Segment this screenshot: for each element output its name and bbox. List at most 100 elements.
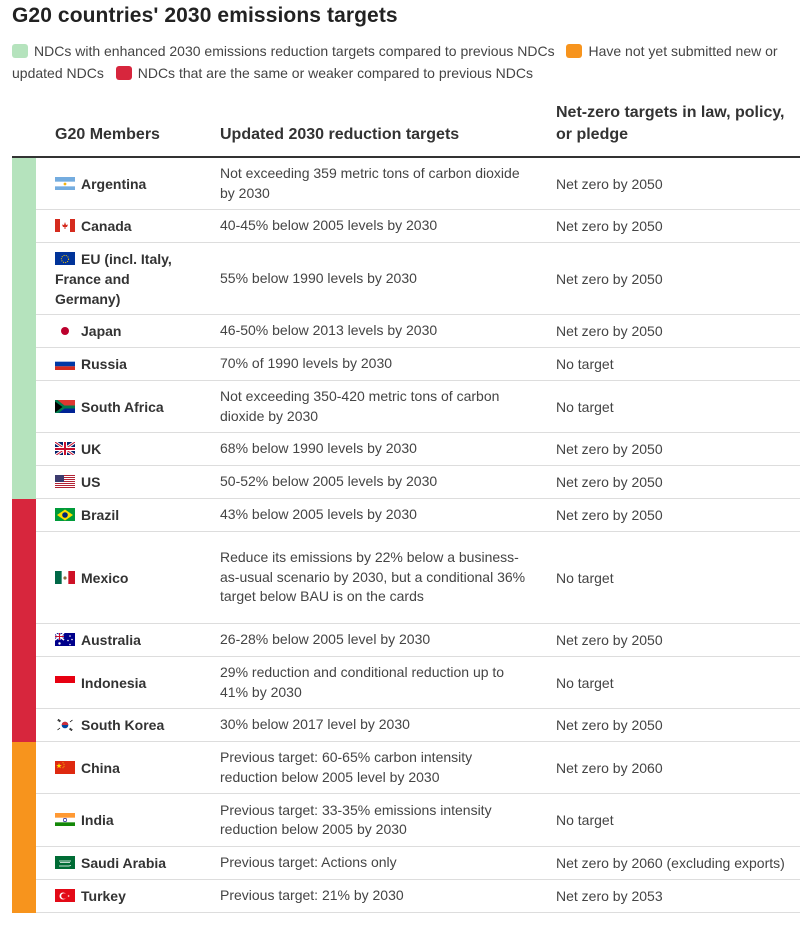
canada-flag-icon bbox=[55, 218, 75, 232]
netzero-text: No target bbox=[556, 356, 614, 372]
us-flag-icon bbox=[55, 474, 75, 488]
country-name: Russia bbox=[55, 354, 127, 374]
target-cell: Previous target: 33-35% emissions intens… bbox=[220, 794, 530, 846]
netzero-cell: No target bbox=[556, 532, 806, 623]
target-cell: Previous target: Actions only bbox=[220, 847, 530, 879]
netzero-cell: Net zero by 2050 bbox=[556, 709, 806, 741]
header-netzero: Net-zero targets in law, policy, or pled… bbox=[556, 104, 785, 143]
legend-swatch-not-submitted bbox=[566, 44, 583, 58]
target-text: Previous target: 60-65% carbon intensity… bbox=[220, 749, 473, 785]
netzero-text: Net zero by 2050 bbox=[556, 323, 663, 339]
netzero-text: Net zero by 2060 bbox=[556, 759, 663, 776]
country-cell: Indonesia bbox=[55, 657, 215, 708]
table-row: Turkey Previous target: 21% by 2030 Net ze… bbox=[12, 880, 800, 913]
country-cell: Russia bbox=[55, 348, 215, 380]
country-name: India bbox=[55, 810, 114, 830]
target-cell: 30% below 2017 level by 2030 bbox=[220, 709, 530, 741]
target-cell: 40-45% below 2005 levels by 2030 bbox=[220, 210, 530, 242]
status-bar-enhanced bbox=[12, 381, 36, 433]
legend-label: NDCs with enhanced 2030 emissions reduct… bbox=[34, 43, 555, 59]
country-label: South Africa bbox=[81, 398, 164, 415]
target-text: 46-50% below 2013 levels by 2030 bbox=[220, 322, 438, 339]
target-text: 55% below 1990 levels by 2030 bbox=[220, 269, 417, 286]
table-row: China Previous target: 60-65% carbon inte… bbox=[12, 742, 800, 794]
country-name: Canada bbox=[55, 216, 132, 236]
table-row: Japan 46-50% below 2013 levels by 2030 Net… bbox=[12, 315, 800, 348]
turkey-flag-icon bbox=[55, 888, 75, 902]
netzero-cell: Net zero by 2050 bbox=[556, 315, 806, 347]
target-cell: 43% below 2005 levels by 2030 bbox=[220, 499, 530, 531]
table-row: South Africa Not exceeding 350-420 metric… bbox=[12, 381, 800, 433]
country-name: Turkey bbox=[55, 886, 126, 906]
country-cell: Argentina bbox=[55, 158, 215, 209]
table-row: Canada 40-45% below 2005 levels by 2030 Ne… bbox=[12, 210, 800, 243]
table-header: G20 Members Updated 2030 reduction targe… bbox=[12, 96, 800, 158]
status-bar-not-submitted bbox=[12, 880, 36, 913]
table-row: UK 68% below 1990 levels by 2030 Net zero … bbox=[12, 433, 800, 466]
netzero-text: No target bbox=[556, 398, 614, 415]
country-label: Japan bbox=[81, 323, 122, 339]
australia-flag-icon bbox=[55, 632, 75, 646]
legend-item-weaker: NDCs that are the same or weaker compare… bbox=[115, 65, 533, 81]
target-text: Previous target: Actions only bbox=[220, 854, 397, 871]
brazil-flag-icon bbox=[55, 507, 75, 521]
table-row: South Korea 30% below 2017 level by 2030 N… bbox=[12, 709, 800, 742]
netzero-text: Net zero by 2050 bbox=[556, 632, 663, 648]
status-bar-weaker bbox=[12, 657, 36, 709]
netzero-text: Net zero by 2050 bbox=[556, 441, 663, 457]
netzero-cell: Net zero by 2050 bbox=[556, 243, 806, 314]
country-cell: Canada bbox=[55, 210, 215, 242]
country-name: Brazil bbox=[55, 505, 119, 525]
netzero-cell: Net zero by 2060 (excluding exports) bbox=[556, 847, 806, 879]
country-label: Russia bbox=[81, 356, 127, 372]
table-row: US 50-52% below 2005 levels by 2030 Net ze… bbox=[12, 466, 800, 499]
target-text: 50-52% below 2005 levels by 2030 bbox=[220, 473, 438, 490]
target-cell: Previous target: 60-65% carbon intensity… bbox=[220, 742, 530, 793]
country-name: Indonesia bbox=[55, 673, 146, 693]
table-row: Saudi Arabia Previous target: Actions onl… bbox=[12, 847, 800, 880]
netzero-cell: Net zero by 2050 bbox=[556, 158, 806, 209]
country-name: Australia bbox=[55, 630, 141, 650]
country-cell: South Korea bbox=[55, 709, 215, 741]
netzero-text: Net zero by 2050 bbox=[556, 507, 663, 523]
target-cell: 29% reduction and conditional reduction … bbox=[220, 657, 530, 708]
target-cell: 50-52% below 2005 levels by 2030 bbox=[220, 466, 530, 498]
header-targets: Updated 2030 reduction targets bbox=[220, 126, 460, 143]
status-bar-enhanced bbox=[12, 158, 36, 210]
target-text: Previous target: 21% by 2030 bbox=[220, 887, 404, 904]
target-cell: 26-28% below 2005 level by 2030 bbox=[220, 624, 530, 656]
target-cell: Previous target: 21% by 2030 bbox=[220, 880, 530, 912]
country-label: US bbox=[81, 474, 101, 490]
argentina-flag-icon bbox=[55, 176, 75, 190]
country-cell: UK bbox=[55, 433, 215, 465]
country-cell: China bbox=[55, 742, 215, 793]
country-cell: Australia bbox=[55, 624, 215, 656]
netzero-cell: No target bbox=[556, 657, 806, 708]
table-row: Mexico Reduce its emissions by 22% below … bbox=[12, 532, 800, 624]
country-cell: US bbox=[55, 466, 215, 498]
target-cell: 46-50% below 2013 levels by 2030 bbox=[220, 315, 530, 347]
country-label: EU (incl. Italy, France and Germany) bbox=[55, 250, 172, 307]
target-cell: Reduce its emissions by 22% below a busi… bbox=[220, 532, 530, 623]
netzero-text: Net zero by 2050 bbox=[556, 175, 663, 192]
netzero-text: Net zero by 2060 (excluding exports) bbox=[556, 855, 785, 871]
country-cell: Mexico bbox=[55, 532, 215, 623]
country-label: Argentina bbox=[81, 175, 147, 192]
netzero-text: No target bbox=[556, 569, 614, 586]
country-cell: EU (incl. Italy, France and Germany) bbox=[55, 243, 215, 314]
target-text: Reduce its emissions by 22% below a busi… bbox=[220, 549, 526, 605]
netzero-text: Net zero by 2050 bbox=[556, 218, 663, 234]
status-bar-weaker bbox=[12, 499, 36, 532]
russia-flag-icon bbox=[55, 356, 75, 370]
country-label: Canada bbox=[81, 218, 132, 234]
legend-swatch-enhanced bbox=[12, 44, 28, 58]
legend-item-enhanced: NDCs with enhanced 2030 emissions reduct… bbox=[12, 43, 555, 59]
country-cell: Turkey bbox=[55, 880, 215, 912]
country-label: UK bbox=[81, 441, 102, 457]
china-flag-icon bbox=[55, 760, 75, 774]
india-flag-icon bbox=[55, 812, 75, 826]
target-text: 43% below 2005 levels by 2030 bbox=[220, 506, 417, 523]
target-text: Previous target: 33-35% emissions intens… bbox=[220, 801, 492, 838]
status-bar-enhanced bbox=[12, 466, 36, 499]
target-text: 26-28% below 2005 level by 2030 bbox=[220, 631, 431, 648]
